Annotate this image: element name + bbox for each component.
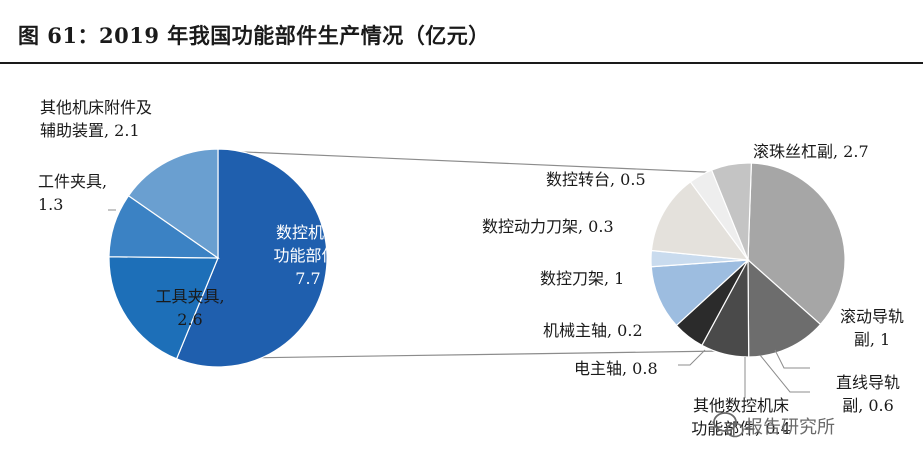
breakdown-slice-label-4: 电主轴, 0.8 xyxy=(574,359,658,378)
breakdown-slice-label-6: 数控刀架, 1 xyxy=(540,269,624,288)
connector-lines xyxy=(182,150,715,360)
breakdown-slice-label-3: 其他数控机床功能部件, 0.4 xyxy=(691,396,791,438)
breakdown-slice-6 xyxy=(650,181,750,261)
watermark-text: 报告研究所 xyxy=(745,417,835,438)
main-slice-3 xyxy=(127,148,219,260)
main-slice-0 xyxy=(175,148,328,368)
breakdown-slice-0 xyxy=(747,162,846,326)
watermark: 报告研究所 xyxy=(713,412,835,438)
connector-line-bottom xyxy=(182,350,715,360)
main-slice-label-2: 工件夹具, 1.3 xyxy=(38,172,107,214)
breakdown-slice-1 xyxy=(747,258,822,358)
breakdown-slice-8 xyxy=(710,162,753,261)
breakdown-slice-label-1: 滚动导轨副, 1 xyxy=(840,307,904,349)
leader-line-roller-guide xyxy=(774,349,810,369)
breakdown-slice-label-8: 数控转台, 0.5 xyxy=(546,170,646,189)
leader-lines xyxy=(108,209,810,398)
leader-line-linear-guide xyxy=(759,354,810,393)
breakdown-slice-label-5: 机械主轴, 0.2 xyxy=(543,321,643,340)
main-pie xyxy=(108,148,328,368)
main-slice-label-3: 其他机床附件及辅助装置, 2.1 xyxy=(40,98,152,140)
breakdown-slice-label-0: 滚珠丝杠副, 2.7 xyxy=(753,142,869,161)
title-divider xyxy=(0,62,923,64)
chart-title: 图 61：2019 年我国功能部件生产情况（亿元） xyxy=(18,23,490,48)
breakdown-pie xyxy=(650,162,846,358)
wechat-icon xyxy=(713,412,744,438)
leader-line-electric-spindle xyxy=(678,349,706,366)
breakdown-slice-label-7: 数控动力刀架, 0.3 xyxy=(482,217,614,236)
main-slice-1 xyxy=(108,256,219,360)
slice-labels: 数控机床功能部件, 7.7 工具夹具, 2.6 工件夹具, 1.3 其他机床附件及辅助装置,… xyxy=(38,98,904,438)
main-slice-label-0: 数控机床功能部件, 7.7 xyxy=(273,223,342,288)
connector-line-top xyxy=(221,150,708,173)
breakdown-slice-label-2: 直线导轨副, 0.6 xyxy=(836,373,900,415)
main-slice-label-1: 工具夹具, 2.6 xyxy=(155,287,224,329)
